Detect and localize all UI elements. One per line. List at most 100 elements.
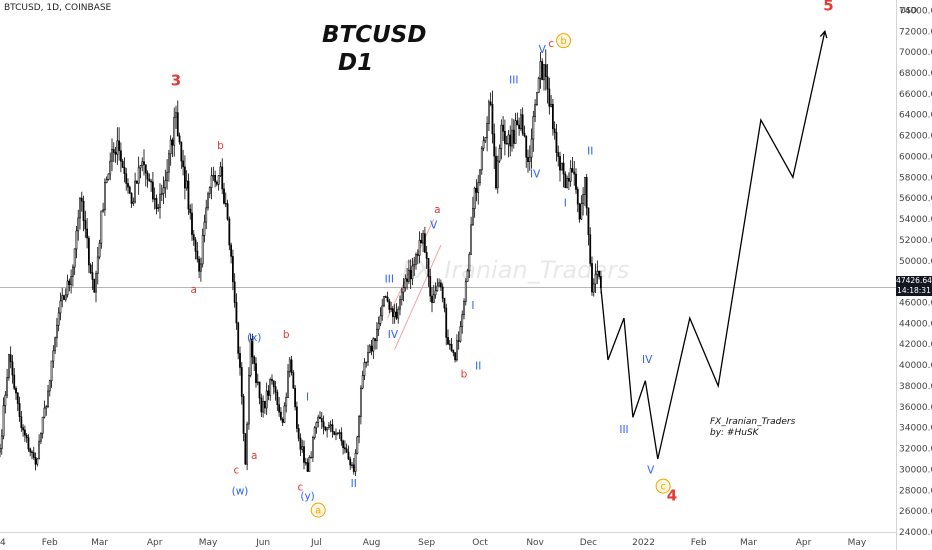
wave-label: V	[539, 44, 547, 56]
candle-body	[578, 203, 581, 220]
candle-body	[25, 434, 28, 438]
x-tick-label: May	[199, 538, 218, 548]
candle-body	[114, 152, 117, 155]
candle-body	[532, 116, 535, 140]
candle	[313, 426, 316, 440]
candle-body	[134, 180, 137, 203]
candle	[125, 167, 128, 191]
wave-label: I	[306, 392, 309, 404]
candle	[351, 461, 353, 469]
candle	[260, 393, 263, 418]
candle-body	[582, 194, 585, 204]
candle	[205, 199, 208, 230]
candle-body	[112, 149, 115, 153]
candle	[269, 377, 272, 401]
candle	[359, 385, 362, 425]
candle	[116, 127, 119, 165]
candle-body	[258, 381, 261, 399]
candle-body	[45, 406, 48, 409]
candle	[406, 268, 409, 290]
candle	[70, 269, 73, 294]
candle	[516, 112, 519, 126]
candle-body	[55, 324, 58, 339]
candle	[564, 171, 567, 189]
candle	[22, 424, 25, 437]
candle	[491, 90, 494, 144]
wave-label-circled: c	[655, 478, 671, 494]
candle	[256, 373, 259, 386]
candle	[64, 288, 67, 302]
candle-body	[310, 456, 313, 459]
candle-body	[73, 248, 76, 268]
chart-timeframe: D1	[338, 50, 374, 76]
candle-body	[399, 299, 401, 310]
bar-countdown: 14:18:31	[897, 286, 931, 295]
candle-body	[342, 440, 345, 448]
candle-body	[468, 254, 471, 272]
candle	[230, 242, 233, 264]
candle-body	[185, 180, 188, 189]
candle-body	[365, 361, 368, 364]
candle	[189, 204, 192, 220]
candle-body	[93, 278, 96, 293]
candle	[13, 368, 16, 391]
wave-label: a	[191, 284, 197, 296]
candle-body	[377, 323, 380, 330]
candle	[596, 260, 599, 285]
candle	[521, 107, 524, 136]
candle	[240, 362, 243, 405]
candle-body	[48, 380, 51, 392]
candle-body	[281, 418, 284, 423]
candle-body	[176, 112, 179, 137]
candle	[132, 197, 135, 206]
candle	[498, 144, 501, 164]
candle	[518, 117, 521, 136]
candle	[118, 127, 121, 161]
candle	[587, 207, 590, 246]
candle-body	[173, 116, 176, 146]
candle-body	[32, 452, 35, 458]
candle	[278, 396, 281, 417]
y-tick-label: 60000.00	[899, 152, 932, 162]
candle	[306, 458, 309, 472]
candle-body	[503, 130, 506, 144]
candle-body	[422, 233, 425, 244]
candle-body	[564, 173, 567, 189]
candle-body	[566, 178, 569, 189]
candle	[422, 230, 425, 253]
candle	[311, 435, 314, 463]
x-tick-label: Apr	[796, 538, 812, 548]
candle-body	[39, 432, 42, 442]
candle	[482, 136, 485, 152]
candle	[434, 282, 437, 299]
candle	[84, 210, 87, 238]
wave-label: I	[564, 198, 567, 210]
candle	[514, 112, 517, 144]
candle-body	[199, 263, 202, 272]
candle	[319, 411, 321, 419]
candle	[171, 137, 174, 158]
candle-body	[495, 155, 497, 189]
candle	[109, 152, 112, 181]
candle-body	[54, 337, 57, 352]
candle-body	[178, 135, 181, 143]
candle-body	[23, 429, 26, 436]
candle-body	[155, 198, 158, 209]
candle	[87, 235, 90, 274]
candle-body	[361, 375, 364, 389]
candle-body	[381, 305, 384, 317]
candle-body	[87, 237, 90, 266]
candle-body	[429, 275, 432, 297]
candle	[354, 449, 357, 477]
candle	[292, 370, 295, 389]
y-tick-label: 52000.00	[899, 236, 932, 246]
candle-body	[475, 187, 478, 193]
x-tick-label: Apr	[147, 538, 163, 548]
candle	[397, 306, 400, 324]
candle	[267, 385, 270, 401]
candle-body	[139, 165, 142, 169]
candle	[455, 334, 458, 362]
candle	[255, 357, 257, 388]
candle-body	[96, 256, 99, 274]
